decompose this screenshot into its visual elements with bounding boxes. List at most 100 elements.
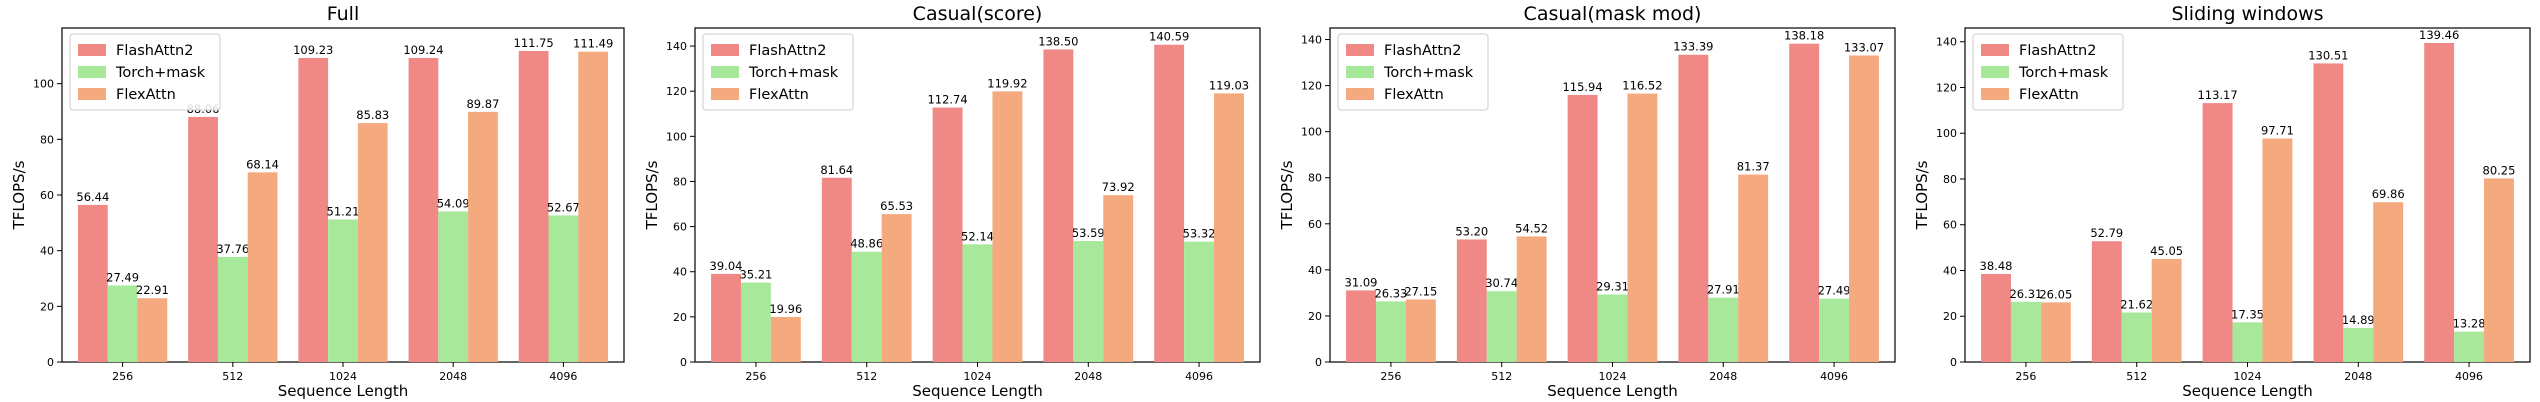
bar-value-label: 140.59 (1149, 30, 1189, 44)
bar-value-label: 130.51 (2308, 48, 2348, 62)
y-tick-label: 140 (1936, 36, 1957, 49)
y-axis-title: TFLOPS/s (643, 160, 661, 230)
x-tick-label: 2048 (439, 370, 467, 383)
bar-torch-mask-1024 (962, 244, 993, 362)
legend: FlashAttn2 Torch+mask FlexAttn (1972, 33, 2124, 111)
legend: FlashAttn2 Torch+mask FlexAttn (702, 33, 854, 111)
legend-label: Torch+mask (2018, 65, 2109, 81)
y-tick-label: 80 (673, 175, 687, 188)
bar-flashattn2-1024 (298, 57, 329, 362)
x-tick-label: 4096 (1820, 370, 1848, 383)
bar-value-label: 26.05 (2039, 287, 2072, 301)
legend-label: FlashAttn2 (2019, 43, 2096, 59)
y-tick-label: 100 (1301, 126, 1322, 139)
bar-torch-mask-256 (107, 285, 138, 362)
bar-flashattn2-2048 (408, 57, 439, 362)
x-tick-label: 256 (1380, 370, 1401, 383)
bar-value-label: 81.37 (1737, 160, 1770, 174)
bar-value-label: 52.79 (2090, 226, 2123, 240)
x-tick-label: 1024 (329, 370, 357, 383)
legend-label: FlexAttn (1384, 87, 1444, 103)
bar-value-label: 116.52 (1622, 79, 1662, 93)
bar-torch-mask-512 (851, 251, 882, 362)
bar-value-label: 69.86 (2372, 187, 2405, 201)
bar-torch-mask-512 (2121, 312, 2152, 362)
bar-value-label: 113.17 (2197, 88, 2237, 102)
bar-torch-mask-512 (1486, 291, 1517, 362)
bar-torch-mask-4096 (1184, 241, 1215, 362)
legend-label: Torch+mask (1383, 65, 1474, 81)
y-tick-label: 20 (1943, 310, 1957, 323)
bar-value-label: 119.92 (987, 76, 1027, 90)
bar-value-label: 85.83 (356, 108, 389, 122)
x-tick-label: 512 (1491, 370, 1512, 383)
bar-flashattn2-4096 (1154, 44, 1185, 363)
bar-torch-mask-2048 (1073, 241, 1104, 362)
x-tick-label: 1024 (2234, 370, 2262, 383)
bar-value-label: 138.50 (1038, 34, 1078, 48)
bar-flexattn-1024 (1627, 93, 1658, 362)
legend-swatch (1346, 88, 1374, 100)
legend-frame (1337, 33, 1489, 111)
y-tick-label: 0 (1315, 356, 1322, 369)
y-tick-label: 80 (1943, 173, 1957, 186)
bar-torch-mask-4096 (548, 215, 579, 362)
bar-flashattn2-4096 (1789, 43, 1820, 362)
bar-flashattn2-256 (711, 273, 741, 362)
legend-label: FlashAttn2 (116, 43, 193, 59)
bar-flexattn-512 (2151, 258, 2182, 362)
bar-value-label: 37.76 (216, 242, 249, 256)
bar-value-label: 22.91 (136, 283, 169, 297)
y-tick-label: 120 (1301, 80, 1322, 93)
bar-value-label: 26.33 (1374, 286, 1407, 300)
bar-value-label: 27.91 (1707, 283, 1740, 297)
chart-title: Full (327, 3, 360, 25)
bar-value-label: 54.09 (437, 196, 470, 210)
bar-flexattn-4096 (1214, 93, 1244, 363)
bar-value-label: 27.49 (1818, 284, 1851, 298)
legend-label: FlashAttn2 (749, 43, 826, 59)
bar-flexattn-512 (247, 172, 278, 362)
x-tick-label: 2048 (2344, 370, 2372, 383)
bar-flexattn-2048 (1103, 195, 1134, 362)
bar-value-label: 27.49 (106, 270, 139, 284)
bar-flexattn-2048 (2373, 202, 2404, 362)
legend-swatch (1346, 44, 1374, 56)
y-tick-label: 80 (1308, 172, 1322, 185)
y-tick-label: 60 (1943, 219, 1957, 232)
bar-flexattn-4096 (1849, 55, 1879, 363)
bar-value-label: 19.96 (769, 302, 802, 316)
bar-flashattn2-256 (77, 204, 108, 362)
bar-torch-mask-1024 (1597, 294, 1628, 362)
bar-value-label: 14.89 (2342, 313, 2375, 327)
bar-flashattn2-512 (821, 177, 852, 362)
legend-swatch (1346, 66, 1374, 78)
legend-swatch (78, 66, 106, 78)
legend-swatch (1981, 88, 2009, 100)
x-tick-label: 256 (2015, 370, 2036, 383)
bar-flashattn2-2048 (2313, 63, 2344, 362)
bar-value-label: 119.03 (1209, 78, 1249, 92)
bar-value-label: 21.62 (2120, 298, 2153, 312)
chart-title: Sliding windows (2171, 3, 2323, 25)
legend: FlashAttn2 Torch+mask FlexAttn (1337, 33, 1489, 111)
bar-value-label: 38.48 (1980, 259, 2013, 273)
bar-value-label: 133.07 (1844, 40, 1884, 54)
legend-frame (69, 33, 221, 111)
bar-value-label: 54.52 (1515, 221, 1548, 235)
bar-value-label: 115.94 (1562, 80, 1602, 94)
bar-flashattn2-2048 (1043, 49, 1074, 363)
x-tick-label: 2048 (1709, 370, 1737, 383)
bar-flashattn2-1024 (1567, 94, 1598, 363)
legend-label: FlexAttn (749, 87, 809, 103)
bar-value-label: 68.14 (246, 157, 279, 171)
bar-value-label: 45.05 (2150, 244, 2183, 258)
bar-value-label: 53.59 (1072, 226, 1105, 240)
bar-torch-mask-2048 (438, 211, 469, 362)
bar-flexattn-4096 (2484, 178, 2514, 362)
y-tick-label: 0 (680, 356, 687, 369)
x-tick-label: 512 (222, 370, 243, 383)
bar-value-label: 97.71 (2261, 123, 2294, 137)
bar-torch-mask-256 (740, 282, 771, 362)
